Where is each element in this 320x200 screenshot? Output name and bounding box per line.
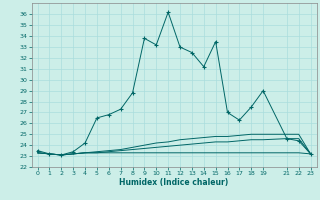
X-axis label: Humidex (Indice chaleur): Humidex (Indice chaleur) (119, 178, 229, 187)
